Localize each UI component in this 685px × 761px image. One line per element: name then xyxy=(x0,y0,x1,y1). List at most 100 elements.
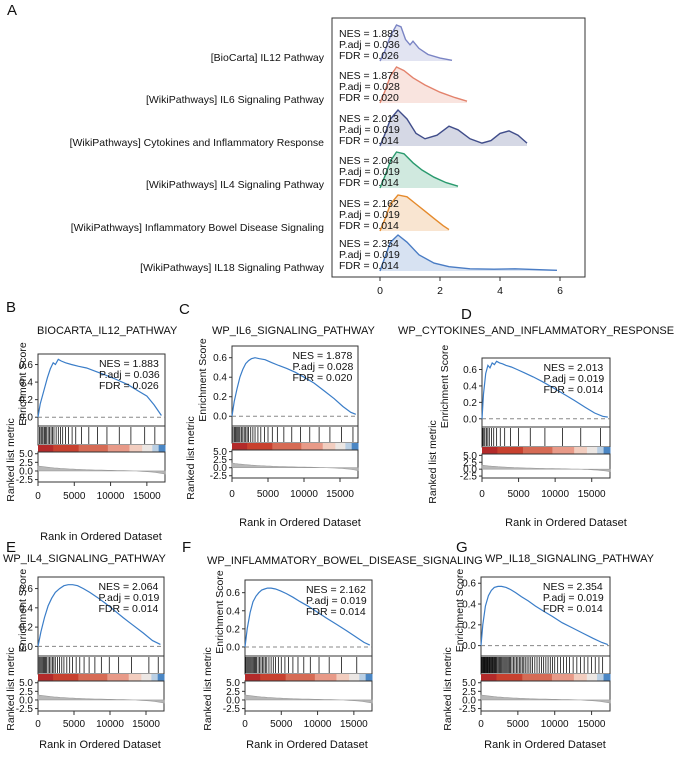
heat-bar-segment xyxy=(336,674,350,681)
es-y-tick-label: 0.4 xyxy=(19,378,33,389)
es-y-tick-label: 0.6 xyxy=(226,588,240,599)
es-y-axis-title: Enrichment Score xyxy=(439,345,451,429)
gsea-stat-text: FDR = 0.026 xyxy=(99,380,159,392)
x-tick-label: 0 xyxy=(479,489,485,500)
es-y-axis-title: Enrichment Score xyxy=(214,570,226,654)
x-tick-label: 15000 xyxy=(578,489,606,500)
x-tick-label: 15000 xyxy=(133,491,161,502)
heat-bar-segment xyxy=(603,447,611,454)
rank-y-axis-title: Ranked list metric xyxy=(427,420,439,503)
heat-bar-segment xyxy=(597,447,605,454)
gsea-title: WP_INFLAMMATORY_BOWEL_DISEASE_SIGNALING xyxy=(207,555,483,567)
panel-label-a: A xyxy=(7,2,17,19)
gsea-stat-text: FDR = 0.014 xyxy=(543,384,603,396)
heat-bar-segment xyxy=(285,674,316,681)
ridge-stat-text: FDR = 0.014 xyxy=(339,177,399,189)
ridge-stat-text: FDR = 0.014 xyxy=(339,135,399,147)
x-tick-label: 0 xyxy=(35,719,41,730)
rank-y-tick-label: 2.5 xyxy=(463,458,477,469)
heat-bar-segment xyxy=(260,674,287,681)
x-tick-label: 10000 xyxy=(304,719,332,730)
heat-bar-segment xyxy=(245,674,261,681)
x-axis-title: Rank in Ordered Dataset xyxy=(484,739,606,751)
x-axis-title: Rank in Ordered Dataset xyxy=(40,531,162,543)
es-y-axis-title: Enrichment Score xyxy=(17,569,29,653)
rank-y-tick-label: 0.0 xyxy=(19,466,33,477)
gsea-panel-g: G WP_IL18_SIGNALING_PATHWAY 0.6 0.4 0.2 0.0 NE… xyxy=(442,539,655,751)
ridge-x-tick-label: 2 xyxy=(437,285,443,297)
rank-y-axis-title: Ranked list metric xyxy=(202,647,214,730)
ridge-stat-text: NES = 2.354 xyxy=(339,238,399,250)
panel-label: G xyxy=(456,539,468,556)
rank-metric-area xyxy=(481,464,611,472)
rank-plot-frame xyxy=(37,451,166,483)
es-curve xyxy=(244,587,371,648)
rank-y-tick-label: 0.0 xyxy=(463,465,477,476)
rank-plot-frame xyxy=(480,680,611,712)
es-y-tick-label: 0.4 xyxy=(213,373,227,384)
x-tick-label: 15000 xyxy=(326,489,354,500)
gsea-panel-e: EWP_IL4_SIGNALING_PATHWAY 0.6 0.4 0.2 0.0 NES… xyxy=(3,539,166,751)
x-tick-label: 5000 xyxy=(507,489,530,500)
es-y-tick-label: 0.2 xyxy=(213,392,227,403)
x-tick-label: 0 xyxy=(35,491,41,502)
ridge-stat-text: FDR = 0.014 xyxy=(339,260,399,272)
rank-metric-area xyxy=(480,694,611,704)
ridge-row-label: [WikiPathways] Inflammatory Bowel Diseas… xyxy=(71,222,324,234)
es-y-tick-label: 0.0 xyxy=(226,642,240,653)
ridge-stat-text: P.adj = 0.019 xyxy=(339,166,400,178)
heat-bar-segment xyxy=(365,674,373,681)
panel-label: C xyxy=(179,301,190,318)
heat-bar-segment xyxy=(351,443,359,450)
es-y-tick-label: 0.4 xyxy=(463,381,477,392)
ridge-stat-text: FDR = 0.026 xyxy=(339,50,399,62)
heat-bar-segment xyxy=(53,674,79,681)
rank-y-tick-label: 0.0 xyxy=(462,695,476,706)
rank-y-tick-label: 0.0 xyxy=(19,695,33,706)
ridge-stat-text: FDR = 0.020 xyxy=(339,92,399,104)
x-tick-label: 5000 xyxy=(270,719,293,730)
x-axis-title: Rank in Ordered Dataset xyxy=(39,739,161,751)
gsea-stat-text: FDR = 0.014 xyxy=(543,603,603,615)
x-tick-label: 10000 xyxy=(96,719,124,730)
x-axis-title: Rank in Ordered Dataset xyxy=(505,517,627,529)
x-axis-title: Rank in Ordered Dataset xyxy=(239,517,361,529)
heat-bar-segment xyxy=(152,445,160,452)
heat-bar-segment xyxy=(522,674,553,681)
heat-bar-segment xyxy=(481,674,497,681)
rank-metric-area xyxy=(244,694,373,704)
rank-y-tick-label: -2.5 xyxy=(460,472,478,483)
ridge-row-label: [WikiPathways] Cytokines and Inflammator… xyxy=(70,137,325,149)
heat-bar-segment xyxy=(345,443,353,450)
hit-strip-frame xyxy=(481,426,611,448)
gsea-stat-text: P.adj = 0.028 xyxy=(292,361,353,373)
heat-bar-segment xyxy=(301,443,324,450)
es-curve xyxy=(37,358,162,418)
heat-bar-segment xyxy=(552,447,575,454)
ridge-density-fill xyxy=(380,235,557,271)
es-y-tick-label: 0.4 xyxy=(462,600,476,611)
rank-y-axis-title: Ranked list metric xyxy=(185,416,197,499)
heat-bar-segment xyxy=(574,447,588,454)
x-tick-label: 10000 xyxy=(290,489,318,500)
rank-y-axis-title: Ranked list metric xyxy=(442,647,454,730)
ridge-density-line xyxy=(379,66,468,104)
x-tick-label: 0 xyxy=(229,489,235,500)
rank-y-tick-label: -2.5 xyxy=(16,475,34,486)
rank-y-tick-label: 5.0 xyxy=(462,678,476,689)
rank-plot-frame xyxy=(37,680,165,712)
gsea-panel-f: F WP_INFLAMMATORY_BOWEL_DISEASE_SIGNALING… xyxy=(182,539,483,751)
gsea-stat-text: NES = 1.883 xyxy=(99,358,159,370)
gsea-stat-text: NES = 2.064 xyxy=(98,581,158,593)
ridge-density-line xyxy=(379,108,528,147)
es-y-tick-label: 0.0 xyxy=(463,414,477,425)
panel-label: B xyxy=(6,299,16,316)
gsea-panels: B BIOCARTA_IL12_PATHWAY 0.6 0.4 0.2 0.0 NES = … xyxy=(3,299,674,751)
heat-bar-segment xyxy=(335,443,346,450)
gsea-stat-text: P.adj = 0.019 xyxy=(543,592,604,604)
heat-bar-segment xyxy=(522,447,553,454)
es-y-tick-label: 0.4 xyxy=(226,606,240,617)
x-tick-label: 5000 xyxy=(507,719,530,730)
ridge-density-line xyxy=(379,24,453,62)
